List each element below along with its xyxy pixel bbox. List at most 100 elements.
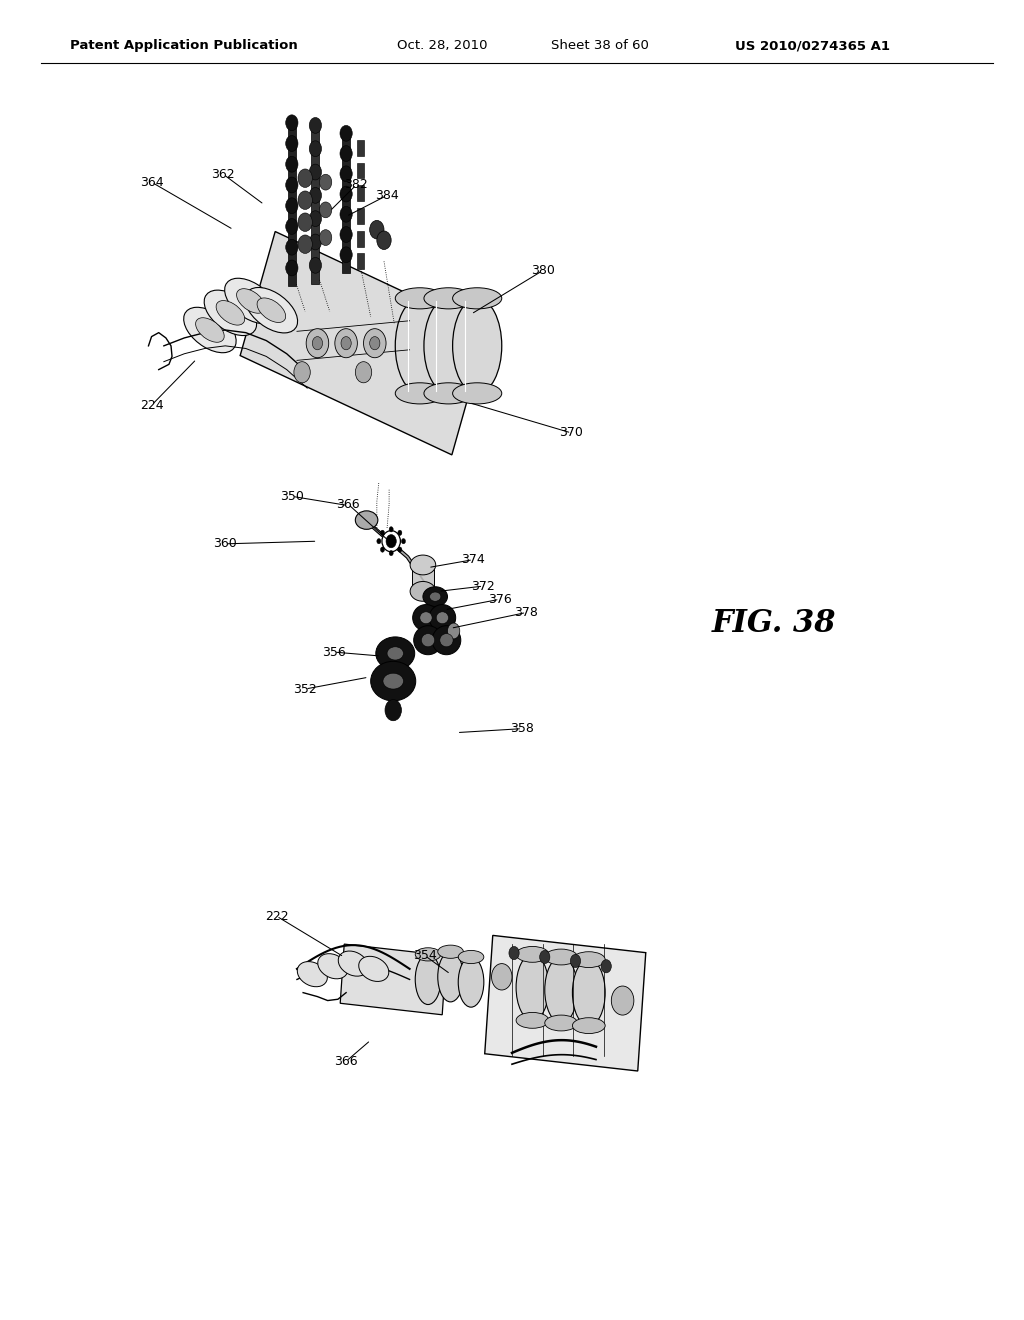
Circle shape [381, 546, 385, 552]
Bar [356, 185, 365, 201]
Bar [412, 565, 434, 591]
Text: 382: 382 [344, 178, 369, 191]
Circle shape [340, 206, 352, 222]
Ellipse shape [453, 288, 502, 309]
Bar [311, 219, 319, 238]
Text: 372: 372 [471, 579, 496, 593]
Ellipse shape [438, 952, 463, 1002]
Circle shape [447, 623, 460, 639]
Circle shape [340, 247, 352, 263]
Bar [356, 209, 365, 224]
Ellipse shape [516, 946, 549, 962]
Bar [288, 123, 296, 141]
Text: 366: 366 [334, 1055, 358, 1068]
Ellipse shape [424, 288, 473, 309]
Bar [356, 162, 365, 178]
Circle shape [370, 220, 384, 239]
Circle shape [286, 260, 298, 276]
Ellipse shape [395, 383, 444, 404]
Ellipse shape [383, 673, 403, 689]
Ellipse shape [422, 634, 435, 647]
Text: 364: 364 [139, 176, 164, 189]
Circle shape [340, 125, 352, 141]
Ellipse shape [453, 298, 502, 393]
Bar [342, 255, 350, 273]
Ellipse shape [370, 337, 380, 350]
Bar [288, 144, 296, 162]
Circle shape [286, 177, 298, 193]
Circle shape [298, 169, 312, 187]
Circle shape [386, 535, 396, 548]
Circle shape [319, 230, 332, 246]
Bar [288, 268, 296, 286]
Text: 352: 352 [293, 682, 317, 696]
Bar [311, 242, 319, 260]
Ellipse shape [224, 279, 278, 323]
Ellipse shape [371, 661, 416, 701]
Ellipse shape [297, 961, 328, 987]
Text: 356: 356 [322, 645, 346, 659]
Ellipse shape [410, 556, 436, 576]
Circle shape [381, 531, 385, 536]
Circle shape [309, 117, 322, 133]
Polygon shape [241, 231, 486, 455]
Bar [311, 172, 319, 190]
Text: Patent Application Publication: Patent Application Publication [70, 40, 297, 51]
Circle shape [286, 239, 298, 255]
Ellipse shape [611, 986, 634, 1015]
Bar [311, 149, 319, 168]
Circle shape [509, 946, 519, 960]
Ellipse shape [410, 581, 436, 601]
Ellipse shape [395, 298, 444, 393]
Circle shape [309, 234, 322, 249]
Circle shape [389, 527, 393, 532]
Bar [342, 214, 350, 232]
Text: Sheet 38 of 60: Sheet 38 of 60 [551, 40, 649, 51]
Ellipse shape [545, 1015, 578, 1031]
Text: FIG. 38: FIG. 38 [712, 607, 837, 639]
Ellipse shape [338, 950, 369, 977]
Bar [311, 265, 319, 284]
Ellipse shape [382, 531, 400, 552]
Circle shape [309, 187, 322, 203]
Ellipse shape [440, 634, 453, 647]
Ellipse shape [355, 362, 372, 383]
Bar [356, 231, 365, 247]
Ellipse shape [196, 318, 224, 342]
Text: 360: 360 [213, 537, 238, 550]
Ellipse shape [572, 1018, 605, 1034]
Ellipse shape [459, 950, 484, 964]
Circle shape [340, 227, 352, 243]
Ellipse shape [294, 362, 310, 383]
Bar [342, 235, 350, 253]
Ellipse shape [387, 647, 403, 660]
Circle shape [309, 141, 322, 157]
Ellipse shape [572, 960, 605, 1026]
Text: Oct. 28, 2010: Oct. 28, 2010 [397, 40, 487, 51]
Ellipse shape [376, 636, 415, 671]
Ellipse shape [424, 298, 473, 393]
Circle shape [601, 960, 611, 973]
Text: 370: 370 [559, 426, 584, 440]
Text: 350: 350 [280, 490, 304, 503]
Ellipse shape [183, 308, 237, 352]
Text: 376: 376 [487, 593, 512, 606]
Text: 224: 224 [139, 399, 164, 412]
Circle shape [286, 156, 298, 172]
Circle shape [340, 145, 352, 161]
Circle shape [570, 954, 581, 968]
Bar [288, 247, 296, 265]
Bar [288, 227, 296, 246]
Ellipse shape [312, 337, 323, 350]
Bar [356, 140, 365, 156]
Circle shape [385, 700, 401, 721]
Ellipse shape [341, 337, 351, 350]
Ellipse shape [413, 605, 439, 631]
Ellipse shape [432, 626, 461, 655]
Circle shape [389, 550, 393, 556]
Ellipse shape [317, 953, 348, 979]
Circle shape [298, 235, 312, 253]
Polygon shape [484, 936, 646, 1071]
Ellipse shape [572, 952, 605, 968]
Text: 362: 362 [211, 168, 236, 181]
